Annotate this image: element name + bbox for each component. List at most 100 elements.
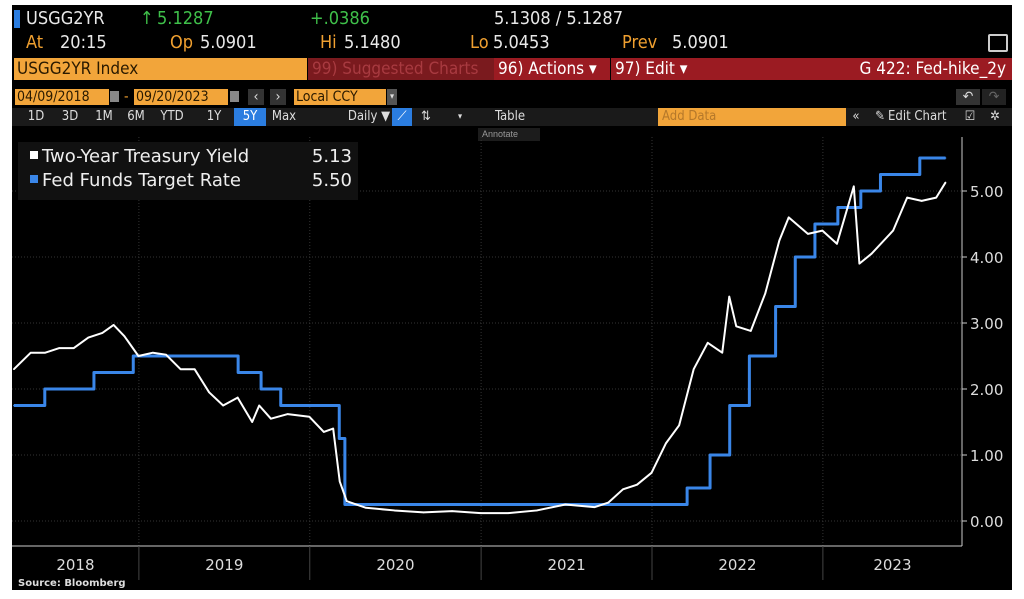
add-data-input[interactable]: Add Data bbox=[658, 108, 846, 126]
data-point bbox=[132, 355, 135, 357]
x-tick-label: 2018 bbox=[56, 556, 94, 574]
period-1m[interactable]: 1M bbox=[95, 109, 113, 124]
table-button[interactable]: Table bbox=[494, 109, 526, 124]
x-tick-label: 2020 bbox=[376, 556, 414, 574]
period-3d[interactable]: 3D bbox=[61, 109, 79, 124]
y-tick-label: 3.00 bbox=[970, 315, 1003, 333]
gear-icon[interactable]: ✲ bbox=[990, 109, 1000, 124]
y-tick-label: 5.00 bbox=[970, 183, 1003, 201]
legend-swatch-yield bbox=[30, 151, 38, 159]
period-max[interactable]: Max bbox=[271, 109, 297, 124]
end-date-input[interactable]: 09/20/2023 bbox=[134, 89, 228, 105]
data-point bbox=[260, 388, 262, 390]
y-tick-label: 2.00 bbox=[970, 381, 1003, 399]
x-tick-label: 2019 bbox=[205, 556, 243, 574]
start-date-input[interactable]: 04/09/2018 bbox=[15, 89, 109, 105]
data-point bbox=[686, 487, 688, 489]
gridlines bbox=[12, 137, 962, 546]
edit-chart-button[interactable]: Edit Chart bbox=[888, 109, 947, 124]
legend-value-fed: 5.50 bbox=[312, 170, 352, 191]
line-chart-icon[interactable]: ⟋ bbox=[392, 108, 412, 126]
prev-value: 5.0901 bbox=[672, 32, 729, 53]
legend-label-fed: Fed Funds Target Rate bbox=[42, 170, 241, 191]
source-note: Source: Bloomberg bbox=[18, 578, 126, 589]
edit-menu[interactable]: 97) Edit ▾ bbox=[611, 58, 697, 80]
open-value: 5.0901 bbox=[200, 32, 257, 53]
data-point bbox=[237, 371, 239, 374]
period-1d[interactable]: 1D bbox=[27, 109, 45, 124]
chevron-down-icon[interactable]: ▾ bbox=[387, 89, 397, 105]
next-range-button[interactable]: › bbox=[270, 89, 286, 105]
x-axis: 2018 2019 2020 2021 2022 2023 bbox=[12, 545, 962, 580]
period-ytd[interactable]: YTD bbox=[160, 109, 184, 124]
series bbox=[13, 156, 947, 515]
period-5y[interactable]: 5Y bbox=[234, 108, 266, 126]
y-axis: 0.00 1.00 2.00 3.00 4.00 5.00 bbox=[961, 137, 1003, 546]
actions-menu[interactable]: 96) Actions ▾ bbox=[494, 58, 610, 80]
undo-icon[interactable]: ↶ bbox=[956, 89, 980, 105]
prev-label: Prev bbox=[622, 32, 658, 53]
pencil-icon: ✎ bbox=[875, 109, 885, 124]
period-toolbar: 1D 3D 1M 6M YTD 1Y 5Y Max Daily ▼ ⟋ ⇅ ▾ Table A… bbox=[12, 108, 1012, 126]
suggested-charts-button[interactable]: 99) Suggested Charts bbox=[308, 58, 494, 80]
legend-box bbox=[18, 142, 358, 200]
annotate-button[interactable]: Annotate bbox=[478, 128, 540, 141]
high-value: 5.1480 bbox=[344, 32, 401, 53]
data-point bbox=[279, 404, 282, 407]
calendar-icon[interactable] bbox=[110, 91, 119, 102]
legend-value-yield: 5.13 bbox=[312, 146, 352, 167]
previous-range-button[interactable]: ‹ bbox=[248, 89, 264, 105]
low-value: 5.0453 bbox=[493, 32, 550, 53]
currency-select[interactable]: Local CCY bbox=[294, 89, 386, 105]
legend: Two-Year Treasury Yield 5.13 Fed Funds T… bbox=[18, 142, 358, 200]
data-point bbox=[918, 157, 921, 159]
high-label: Hi bbox=[320, 32, 337, 53]
data-point bbox=[774, 305, 777, 308]
series-line-two-year-yield bbox=[13, 181, 947, 515]
frequency-select[interactable]: Daily ▼ bbox=[347, 109, 391, 124]
edit-icon[interactable]: ☑ bbox=[964, 109, 976, 124]
x-tick-label: 2023 bbox=[873, 556, 911, 574]
data-point bbox=[748, 355, 751, 357]
security-field[interactable]: USGG2YR Index bbox=[14, 58, 307, 80]
data-point bbox=[338, 437, 341, 440]
data-point bbox=[794, 256, 797, 258]
annotate-label: Annotate bbox=[482, 129, 519, 139]
x-tick-label: 2021 bbox=[547, 556, 585, 574]
up-arrow-icon: ↑ bbox=[140, 8, 154, 29]
bloomberg-window: USGG2YR ↑ 5.1287 +.0386 5.1308 / 5.1287 … bbox=[12, 5, 1012, 590]
bar-chart-icon[interactable]: ⇅ bbox=[421, 109, 431, 124]
chart: 0.00 1.00 2.00 3.00 4.00 5.00 2018 2019 2020 202… bbox=[12, 137, 1003, 589]
chevron-down-icon[interactable]: ▾ bbox=[457, 112, 463, 122]
x-tick-label: 2022 bbox=[718, 556, 756, 574]
data-point bbox=[728, 404, 731, 407]
security-marker bbox=[14, 10, 20, 28]
period-6m[interactable]: 6M bbox=[127, 109, 145, 124]
last-price: 5.1287 bbox=[157, 8, 214, 29]
at-label: At bbox=[26, 32, 44, 53]
data-point bbox=[344, 503, 346, 506]
collapse-button[interactable]: « bbox=[852, 109, 860, 124]
command-bar: USGG2YR Index 99) Suggested Charts 96) A… bbox=[12, 58, 1012, 80]
popout-icon[interactable] bbox=[988, 34, 1008, 52]
data-point bbox=[93, 371, 95, 374]
low-label: Lo bbox=[470, 32, 489, 53]
ticker: USGG2YR bbox=[26, 8, 105, 29]
legend-label-yield: Two-Year Treasury Yield bbox=[41, 146, 249, 167]
redo-icon[interactable]: ↷ bbox=[982, 89, 1006, 105]
open-label: Op bbox=[170, 32, 194, 53]
data-point bbox=[814, 223, 816, 225]
calendar-icon[interactable] bbox=[230, 91, 239, 102]
period-1y[interactable]: 1Y bbox=[206, 109, 222, 124]
y-tick-label: 1.00 bbox=[970, 447, 1003, 465]
net-change: +.0386 bbox=[310, 8, 370, 29]
chart-name: G 422: Fed-hike_2y bbox=[697, 58, 1012, 80]
y-tick-label: 4.00 bbox=[970, 249, 1003, 267]
at-value: 20:15 bbox=[60, 32, 107, 53]
data-point bbox=[13, 404, 15, 407]
data-point bbox=[879, 173, 882, 176]
data-point bbox=[43, 388, 46, 390]
legend-swatch-fed bbox=[30, 175, 38, 183]
y-tick-label: 0.00 bbox=[970, 513, 1003, 531]
series-line-fed-funds-rate bbox=[13, 156, 946, 506]
